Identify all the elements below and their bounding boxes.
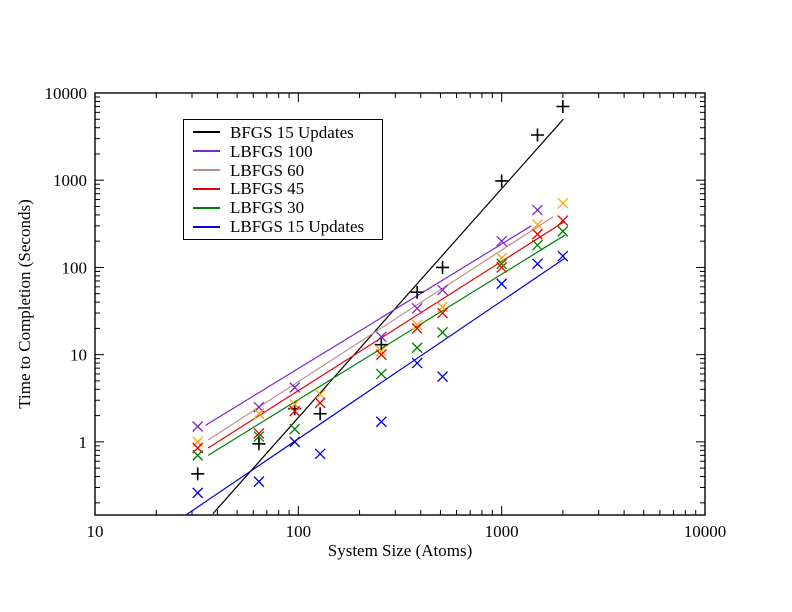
x-marker [532,204,543,216]
x-marker [253,431,265,443]
x-marker [253,408,265,420]
y-tick-label: 100 [62,258,88,277]
x-marker [532,239,543,251]
x-marker [557,197,569,209]
legend-box: BFGS 15 Updates LBFGS 100 LBFGS 60 LBFGS… [183,119,383,240]
plus-marker [556,100,570,114]
legend-entry-lbfgs-30: LBFGS 30 [193,199,382,216]
x-marker [437,284,449,296]
legend-label: LBFGS 30 [230,198,305,218]
y-tick-label: 10000 [45,84,88,103]
plus-marker [410,285,424,299]
fit-line [185,257,565,516]
x-marker [557,225,569,237]
legend-entry-lbfgs-45: LBFGS 45 [193,180,382,197]
x-marker [375,349,387,361]
plus-marker [436,260,450,274]
x-marker [375,331,387,343]
fit-line [205,225,532,426]
x-marker [411,342,423,354]
legend-line-swatch [193,169,220,172]
legend-entry-lbfgs-100: LBFGS 100 [193,143,382,160]
legend-label: LBFGS 60 [230,160,305,180]
x-tick-label: 1000 [485,522,519,541]
x-tick-label: 10 [87,522,104,541]
y-axis-title: Time to Completion (Seconds) [15,199,34,409]
plus-marker [374,338,388,352]
x-marker [557,250,569,262]
legend-line-swatch [193,131,220,134]
x-marker [532,219,543,231]
legend-label: LBFGS 100 [230,141,313,161]
x-marker [411,319,423,331]
x-marker [314,388,326,400]
plus-marker [191,467,205,481]
x-marker [437,307,449,319]
x-marker [375,345,387,357]
x-marker [437,371,449,383]
y-tick-label: 1000 [53,171,87,190]
legend-line-swatch [193,187,220,190]
x-marker [411,357,423,369]
x-marker [496,258,508,270]
x-marker [437,326,449,338]
x-marker [411,322,423,334]
x-marker [289,382,301,393]
plus-marker [495,174,509,188]
y-tick-label: 10 [70,346,87,365]
x-marker [289,436,301,448]
x-tick-label: 10000 [684,522,727,541]
legend-line-swatch [193,206,220,209]
x-marker [496,278,508,290]
plus-marker [313,407,327,421]
plus-marker [530,128,544,142]
fit-line [207,220,566,449]
x-marker [411,302,423,314]
x-marker [314,448,326,460]
x-marker [532,258,543,270]
legend-entry-lbfgs-60: LBFGS 60 [193,162,382,179]
fit-line [212,118,564,515]
x-marker [289,423,301,435]
legend-entry-bfgs-15-updates: BFGS 15 Updates [193,124,382,141]
x-axis-title: System Size (Atoms) [327,541,473,560]
x-marker [496,235,508,247]
x-marker [532,228,543,240]
legend-entry-lbfgs-15-updates: LBFGS 15 Updates [193,218,382,235]
plus-marker [252,437,266,451]
x-marker [289,405,301,417]
x-marker [496,261,508,273]
legend-label: LBFGS 45 [230,179,305,199]
x-marker [192,487,204,499]
x-marker [253,427,265,439]
x-marker [192,449,204,461]
x-marker [314,397,326,409]
y-tick-label: 1 [79,433,88,452]
legend-line-swatch [193,225,220,228]
x-marker [496,252,508,264]
x-marker [557,215,569,226]
x-marker [375,416,387,428]
x-marker [192,421,204,432]
x-marker [375,368,387,380]
legend-label: LBFGS 15 Updates [230,217,365,237]
legend-line-swatch [193,150,220,153]
x-marker [253,476,265,488]
fit-line [207,216,554,441]
legend-label: BFGS 15 Updates [230,122,354,142]
x-tick-label: 100 [286,522,312,541]
